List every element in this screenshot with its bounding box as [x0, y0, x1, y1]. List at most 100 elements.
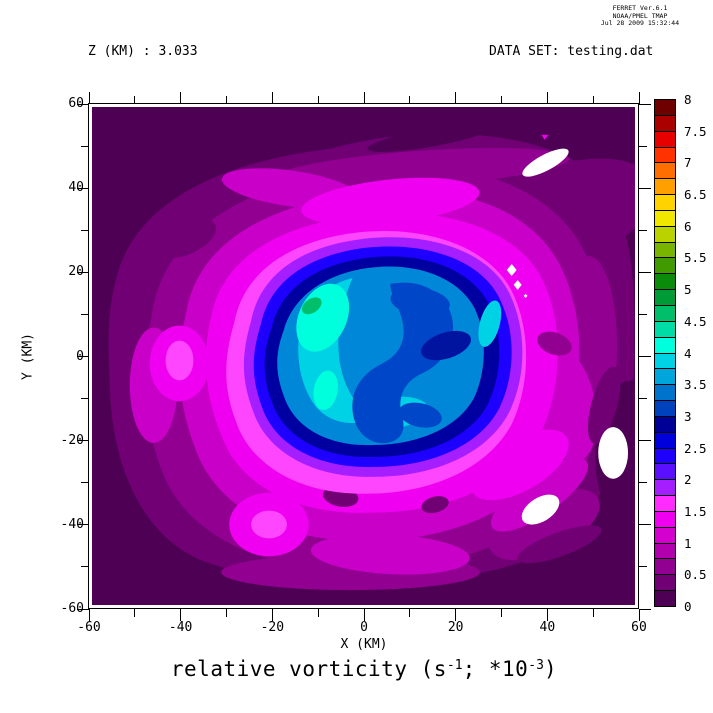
x-tick-bottom [88, 609, 90, 621]
colorbar-cell [654, 431, 676, 449]
title-mid: ; *10 [462, 657, 529, 681]
colorbar-cell [654, 542, 676, 560]
contour-l2-topband [271, 147, 570, 190]
x-tick-bottom [134, 609, 136, 617]
contour-core-swirl [352, 282, 454, 444]
contour-l2-bottomright [489, 488, 600, 561]
contour-l3-bottomright-streak [490, 457, 589, 532]
colorbar-cell [654, 194, 676, 211]
pink-spot-bl [251, 510, 287, 539]
y-tick-right [639, 271, 651, 273]
x-tick-top [592, 96, 594, 104]
colorbar-cell [654, 257, 676, 275]
x-tick-bottom [638, 609, 640, 621]
swirl-top-arm [390, 287, 450, 317]
colorbar-label: 5 [684, 282, 692, 298]
colorbar-label: 4.5 [684, 313, 707, 329]
dark-streak-corner [517, 525, 602, 564]
y-tick-right [639, 398, 647, 400]
x-axis-title: X (KM) [340, 637, 388, 652]
ferret-version-line: FERRET Ver.6.1 [612, 4, 668, 12]
x-tick-bottom [363, 609, 365, 621]
x-tick-label: 60 [631, 620, 647, 635]
mid-spot-b [537, 331, 572, 356]
colorbar-label: 3 [684, 408, 692, 424]
y-tick-left [81, 482, 89, 484]
colorbar-cell [654, 99, 676, 116]
colorbar-cell [654, 526, 676, 544]
colorbar-label: 7 [684, 155, 692, 171]
colorbar-label: 6 [684, 218, 692, 234]
x-tick-top [226, 96, 227, 104]
title-post: ) [543, 657, 558, 681]
white-oval-topright [522, 148, 569, 177]
x-tick-bottom [226, 609, 227, 617]
x-tick-top [546, 92, 548, 104]
colorbar-cell [654, 384, 676, 402]
bg-wisp-top [367, 123, 493, 152]
x-tick-top [638, 92, 640, 104]
colorbar-cell [654, 146, 676, 164]
y-tick-left [77, 187, 89, 189]
x-tick-top [363, 92, 365, 104]
colorbar-cell [654, 320, 676, 338]
colorbar-label: 2.5 [684, 440, 707, 456]
colorbar-label: 8 [684, 92, 692, 107]
white-leaf-bottomright [521, 494, 560, 525]
x-tick-bottom [501, 609, 502, 617]
colorbar-label: 0.5 [684, 567, 707, 583]
colorbar-cell [654, 225, 676, 243]
colorbar-cell [654, 495, 676, 512]
y-axis-title: Y (KM) [20, 333, 36, 380]
y-tick-label: 20 [68, 264, 84, 280]
colorbar-cell [654, 479, 676, 497]
cyan-right-patch [478, 300, 502, 347]
colorbar-cell [654, 241, 676, 259]
colorbar-cell [654, 130, 676, 148]
magenta-speck [541, 134, 549, 140]
colorbar-cell [654, 400, 676, 417]
contour-green-speck [301, 297, 322, 315]
y-tick-label: -60 [60, 601, 84, 616]
colorbar-label: 1 [684, 535, 692, 551]
y-tick-left [81, 566, 89, 568]
white-diamond-a [506, 264, 517, 276]
y-tick-label: 60 [68, 96, 84, 111]
colorbar-cell [654, 510, 676, 528]
z-level-label: Z (KM) : 3.033 [88, 44, 198, 59]
x-tick-top [271, 92, 273, 104]
contour-l4-toparc [301, 177, 480, 226]
colorbar-cell [654, 336, 676, 354]
white-diamond-b [513, 279, 522, 290]
title-pre: relative vorticity (s [170, 657, 447, 681]
y-tick-left [77, 103, 89, 105]
x-tick-bottom [317, 609, 319, 617]
white-oval-right [598, 427, 629, 479]
title-sup1: -1 [446, 658, 463, 673]
x-tick-top [501, 96, 502, 104]
navy-spot [421, 330, 471, 361]
contour-field [92, 107, 635, 605]
dark-spot-a [156, 218, 217, 258]
x-tick-bottom [409, 609, 411, 617]
y-tick-label: -20 [60, 432, 84, 448]
y-tick-right [639, 229, 647, 231]
colorbar-cell [654, 558, 676, 576]
white-diamond-c [523, 293, 528, 298]
y-tick-label: 0 [76, 348, 84, 364]
x-tick-top [134, 96, 136, 104]
contour-l3-bottom-arm [310, 534, 470, 575]
x-tick-label: -20 [260, 620, 285, 635]
x-tick-top [455, 92, 457, 104]
colorbar-label: 0 [684, 599, 692, 614]
colorbar-cell [654, 415, 676, 433]
colorbar-label: 3.5 [684, 377, 707, 393]
colorbar-cell [654, 273, 676, 291]
colorbar-label: 4 [684, 345, 692, 361]
y-tick-right [639, 440, 651, 442]
x-tick-top [88, 92, 90, 104]
green-speck [301, 297, 322, 315]
contour-l4-rightarm [470, 429, 569, 501]
colorbar-cell [654, 368, 676, 386]
y-tick-left [81, 398, 89, 400]
